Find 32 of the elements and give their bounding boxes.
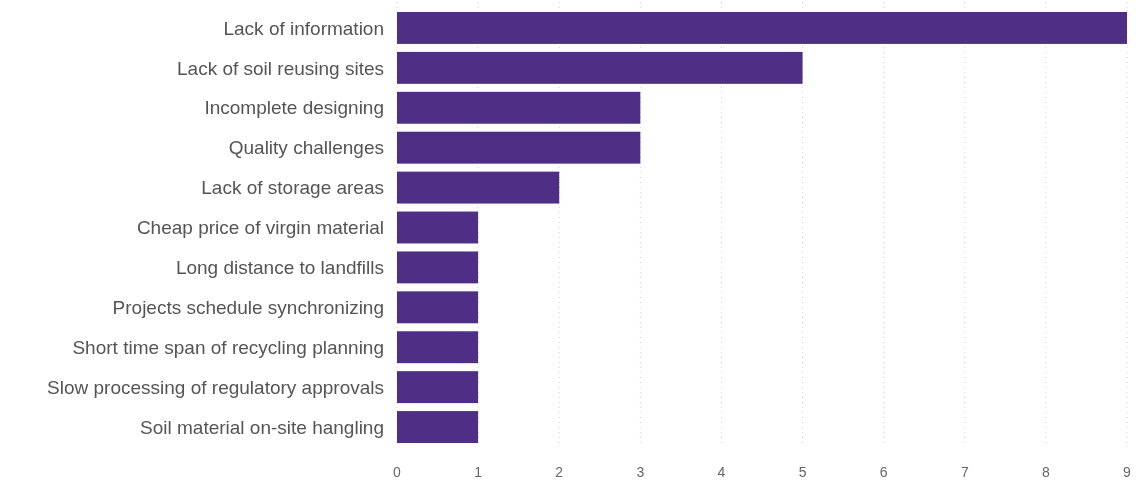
y-tick-label: Incomplete designing	[204, 97, 384, 119]
bar	[397, 331, 479, 364]
x-tick-label: 5	[798, 464, 807, 480]
y-tick-label: Lack of information	[223, 17, 384, 39]
bar	[397, 51, 803, 84]
y-tick-label: Short time span of recycling planning	[72, 336, 384, 358]
y-tick-label: Lack of soil reusing sites	[177, 57, 384, 79]
y-tick-label: Soil material on-site hangling	[140, 416, 384, 438]
y-tick-label: Projects schedule synchronizing	[112, 296, 384, 318]
x-tick-label: 7	[960, 464, 969, 480]
bar	[397, 91, 641, 124]
y-tick-label: Lack of storage areas	[201, 177, 384, 199]
x-tick-label: 8	[1041, 464, 1050, 480]
y-tick-label: Long distance to landfills	[175, 257, 384, 279]
y-tick-label: Slow processing of regulatory approvals	[47, 376, 384, 398]
bar	[397, 12, 1127, 44]
y-tick-label: Cheap price of virgin material	[136, 217, 384, 239]
x-tick-label: 2	[555, 464, 564, 480]
bar	[397, 411, 479, 443]
x-tick-label: 4	[717, 464, 726, 480]
y-tick-label: Quality challenges	[228, 137, 384, 159]
bar	[397, 251, 479, 284]
x-tick-label: 3	[636, 464, 645, 480]
bar	[397, 291, 479, 324]
x-tick-label: 1	[474, 464, 483, 480]
x-tick-label: 6	[879, 464, 888, 480]
bar	[397, 371, 479, 404]
x-tick-label: 9	[1123, 464, 1132, 480]
bar	[397, 211, 479, 244]
bar	[397, 171, 560, 204]
x-tick-label: 0	[393, 464, 402, 480]
bar	[397, 131, 641, 164]
